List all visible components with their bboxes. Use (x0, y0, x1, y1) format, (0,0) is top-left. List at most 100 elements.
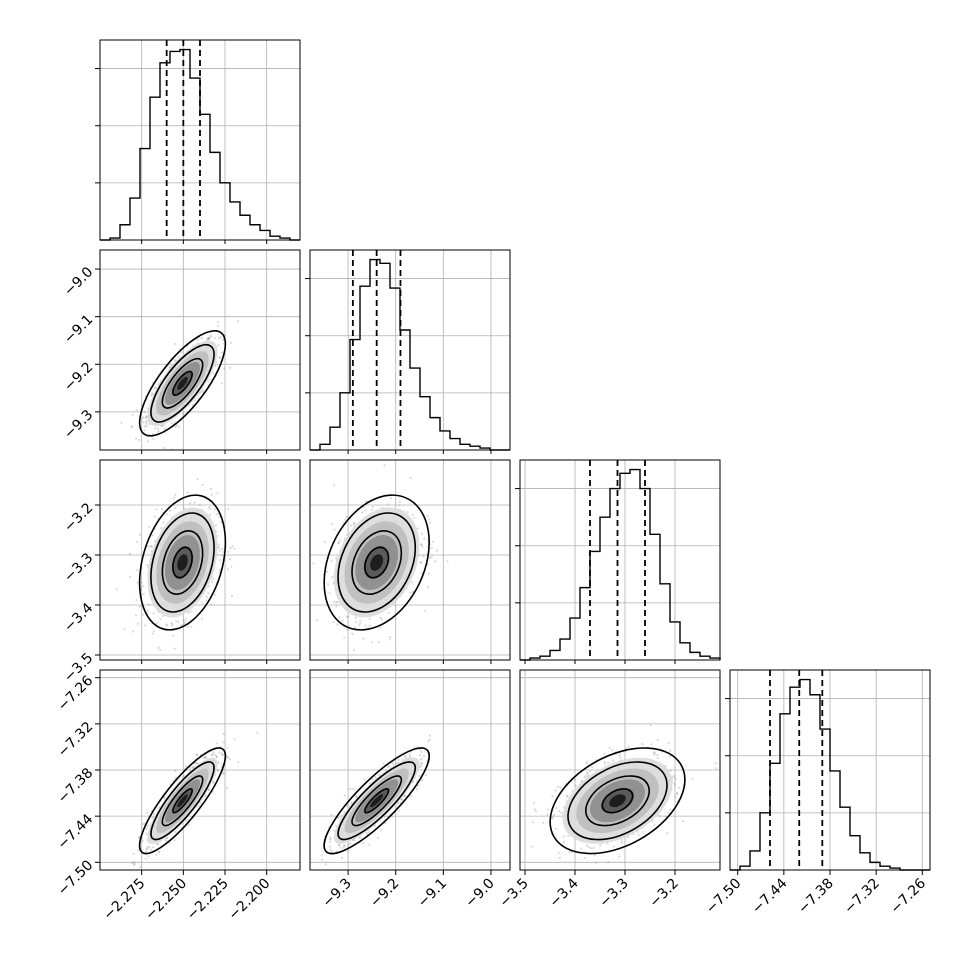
ytick-label-1-2: −9.1 (61, 312, 96, 347)
scatter-point (333, 484, 336, 487)
xtick-label-1-1: −9.2 (367, 876, 402, 911)
scatter-point (214, 364, 217, 368)
scatter-point (546, 808, 550, 811)
scatter-point (200, 337, 204, 340)
scatter-point (131, 413, 134, 416)
scatter-point (338, 844, 341, 847)
scatter-point (342, 844, 346, 847)
scatter-point (222, 732, 225, 735)
scatter-point (161, 615, 164, 618)
scatter-point (227, 567, 230, 571)
scatter-point (411, 590, 414, 593)
scatter-point (365, 831, 368, 835)
scatter-point (343, 636, 346, 639)
scatter-point (229, 758, 232, 761)
scatter-point (368, 830, 371, 834)
scatter-point (130, 425, 133, 428)
scatter-point (146, 419, 149, 422)
scatter-point (115, 588, 118, 591)
panel-2-2 (515, 459, 721, 664)
ytick-label-2-3: −3.2 (61, 500, 96, 535)
scatter-point (382, 762, 385, 765)
scatter-point (220, 554, 223, 557)
scatter-point (210, 580, 214, 584)
panel-3-1: −9.3 −9.2 −9.1 −9.0 (309, 669, 511, 911)
scatter-point (427, 740, 430, 743)
scatter-point (215, 755, 218, 759)
scatter-point (218, 515, 221, 519)
scatter-point (420, 779, 424, 782)
scatter-point (214, 524, 218, 527)
scatter-point (347, 843, 350, 846)
scatter-point (186, 625, 189, 629)
scatter-point (211, 753, 214, 756)
scatter-point (144, 417, 147, 420)
scatter-point (379, 626, 382, 629)
scatter-point (180, 351, 183, 354)
scatter-point (337, 817, 340, 820)
scatter-point (391, 761, 394, 765)
scatter-point (136, 540, 139, 544)
scatter-point (201, 601, 204, 604)
scatter-point (389, 635, 392, 638)
scatter-point (411, 513, 414, 516)
scatter-point (611, 759, 615, 762)
scatter-point (667, 742, 670, 745)
panel-frame-0-0 (99, 39, 301, 241)
scatter-point (333, 528, 336, 531)
contour-1 (150, 343, 215, 423)
scatter-point (205, 756, 208, 759)
scatter-point (165, 513, 168, 516)
scatter-point (138, 438, 141, 442)
scatter-point (210, 335, 213, 338)
scatter-point (144, 850, 147, 853)
scatter-point (146, 440, 149, 443)
scatter-point (409, 476, 412, 479)
scatter-point (174, 493, 177, 496)
scatter-point (195, 762, 198, 765)
scatter-point (156, 842, 159, 846)
scatter-point (187, 824, 190, 827)
scatter-point (351, 632, 354, 635)
scatter-point (329, 836, 332, 839)
scatter-point (174, 425, 177, 428)
scatter-point (585, 772, 589, 775)
scatter-point (401, 758, 404, 761)
scatter-point (152, 612, 155, 615)
scatter-point (672, 774, 676, 778)
scatter-point (189, 766, 192, 769)
scatter-point (558, 856, 561, 860)
scatter-point (221, 763, 224, 766)
scatter-point (428, 738, 431, 741)
scatter-point (642, 831, 645, 834)
panel-3-2: −3.5 −3.4 −3.3 −3.2 (496, 669, 721, 911)
scatter-point (424, 773, 427, 777)
scatter-point (152, 812, 156, 815)
scatter-point (229, 341, 233, 344)
ytick-label-1-0: −9.3 (61, 407, 96, 442)
scatter-point (363, 778, 366, 781)
scatter-point (190, 625, 193, 629)
scatter-point (343, 846, 346, 849)
scatter-point (420, 543, 423, 546)
contour-3 (364, 546, 390, 579)
scatter-point (137, 849, 140, 852)
scatter-point (373, 825, 377, 828)
scatter-point (181, 412, 185, 416)
scatter-point (158, 850, 161, 853)
scatter-point (431, 540, 435, 543)
scatter-point (174, 830, 177, 834)
scatter-point (345, 515, 348, 518)
scatter-point (153, 427, 157, 430)
scatter-point (371, 778, 374, 781)
scatter-point (205, 599, 208, 602)
scatter-point (408, 755, 412, 758)
scatter-point (256, 731, 259, 734)
scatter-point (227, 508, 230, 511)
scatter-point (147, 855, 150, 858)
scatter-point (230, 565, 233, 568)
scatter-point (389, 497, 392, 500)
scatter-point (420, 543, 423, 546)
scatter-point (150, 545, 153, 548)
scatter-point (331, 523, 334, 526)
